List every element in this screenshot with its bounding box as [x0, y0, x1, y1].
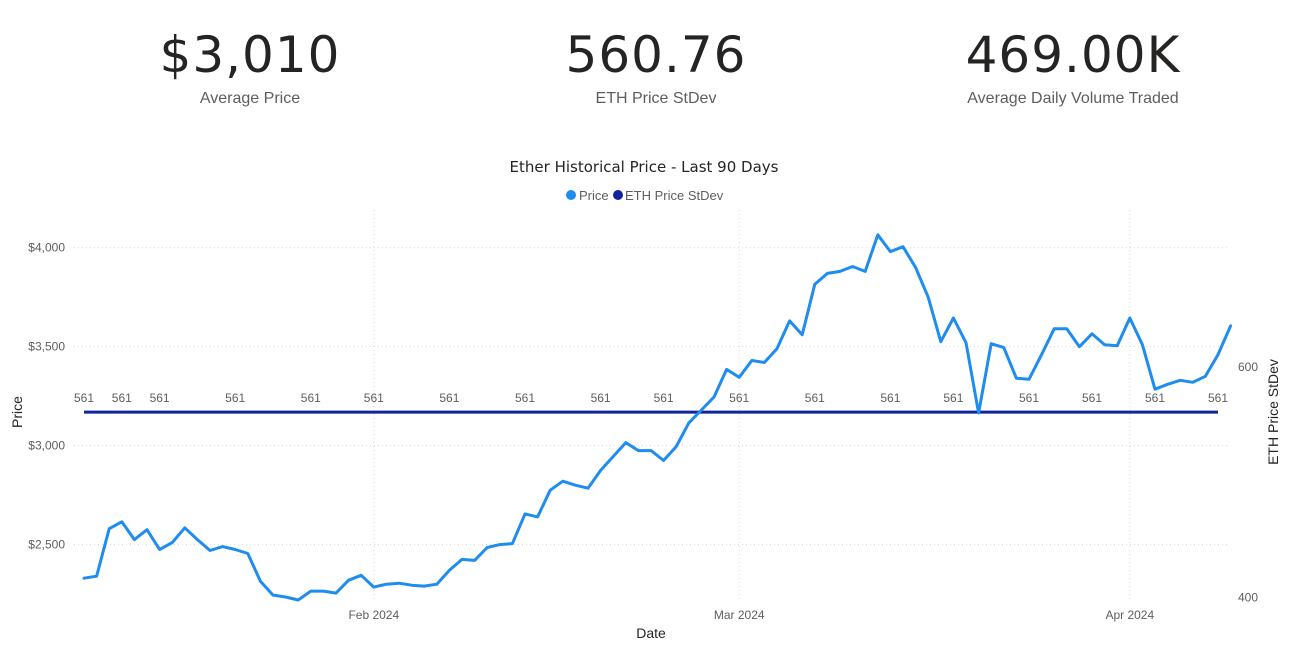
series-layer[interactable] [82, 233, 1233, 602]
legend-marker-price [566, 190, 576, 200]
kpi-label: ETH Price StDev [595, 90, 717, 107]
kpi-value: 560.76 [565, 26, 747, 84]
stdev-data-label: 561 [805, 391, 825, 405]
kpi-card-average-daily-volume: 469.00K Average Daily Volume Traded [863, 22, 1283, 108]
x-tick-label: Mar 2024 [714, 608, 765, 622]
stdev-data-label: 561 [1145, 391, 1165, 405]
gridlines [74, 210, 1228, 600]
price-chart-visual[interactable]: Ether Historical Price - Last 90 Days Pr… [0, 140, 1296, 648]
stdev-data-label: 561 [1019, 391, 1039, 405]
stdev-data-label: 561 [439, 391, 459, 405]
stdev-data-label: 561 [654, 391, 674, 405]
chart-legend[interactable]: Price ETH Price StDev [566, 188, 724, 203]
kpi-card-eth-price-stdev: 560.76 ETH Price StDev [446, 22, 866, 108]
price-line-chart[interactable]: Ether Historical Price - Last 90 Days Pr… [0, 140, 1296, 648]
kpi-value: 469.00K [965, 26, 1181, 84]
stdev-data-label: 561 [112, 391, 132, 405]
x-tick-label: Apr 2024 [1105, 608, 1154, 622]
stdev-data-label: 561 [150, 391, 170, 405]
chart-title: Ether Historical Price - Last 90 Days [510, 158, 779, 176]
y2-tick-label: 400 [1238, 591, 1258, 605]
kpi-value: $3,010 [159, 26, 341, 84]
stdev-data-label: 561 [515, 391, 535, 405]
stdev-data-label: 561 [1082, 391, 1102, 405]
stdev-data-label: 561 [729, 391, 749, 405]
legend-label-stdev[interactable]: ETH Price StDev [625, 188, 724, 203]
legend-marker-stdev [613, 190, 623, 200]
series-line-price[interactable] [82, 233, 1233, 602]
stdev-data-label: 561 [74, 391, 94, 405]
y-tick-label: $4,000 [28, 241, 65, 255]
y-axis-title: Price [9, 396, 25, 428]
stdev-data-label: 561 [301, 391, 321, 405]
y-tick-label: $3,500 [28, 340, 65, 354]
data-labels: 561 561 561 561 561 561 561 561 561 561 561 561 561 5… [74, 391, 1228, 405]
axis-ticks: $2,500 $3,000 $3,500 $4,000 Feb 2024 Mar 2024… [28, 241, 1258, 622]
stdev-data-label: 561 [225, 391, 245, 405]
stdev-data-label: 561 [880, 391, 900, 405]
y-tick-label: $2,500 [28, 538, 65, 552]
kpi-label: Average Price [199, 90, 301, 107]
kpi-label: Average Daily Volume Traded [967, 90, 1179, 107]
kpi-card-average-price: $3,010 Average Price [40, 22, 460, 108]
y2-axis-title: ETH Price StDev [1265, 359, 1281, 465]
x-tick-label: Feb 2024 [348, 608, 399, 622]
stdev-data-label: 561 [1208, 391, 1228, 405]
stdev-data-label: 561 [591, 391, 611, 405]
x-axis-title: Date [636, 625, 666, 641]
legend-label-price[interactable]: Price [579, 188, 609, 203]
y-tick-label: $3,000 [28, 439, 65, 453]
stdev-data-label: 561 [364, 391, 384, 405]
y2-tick-label: 600 [1238, 360, 1258, 374]
stdev-data-label: 561 [943, 391, 963, 405]
